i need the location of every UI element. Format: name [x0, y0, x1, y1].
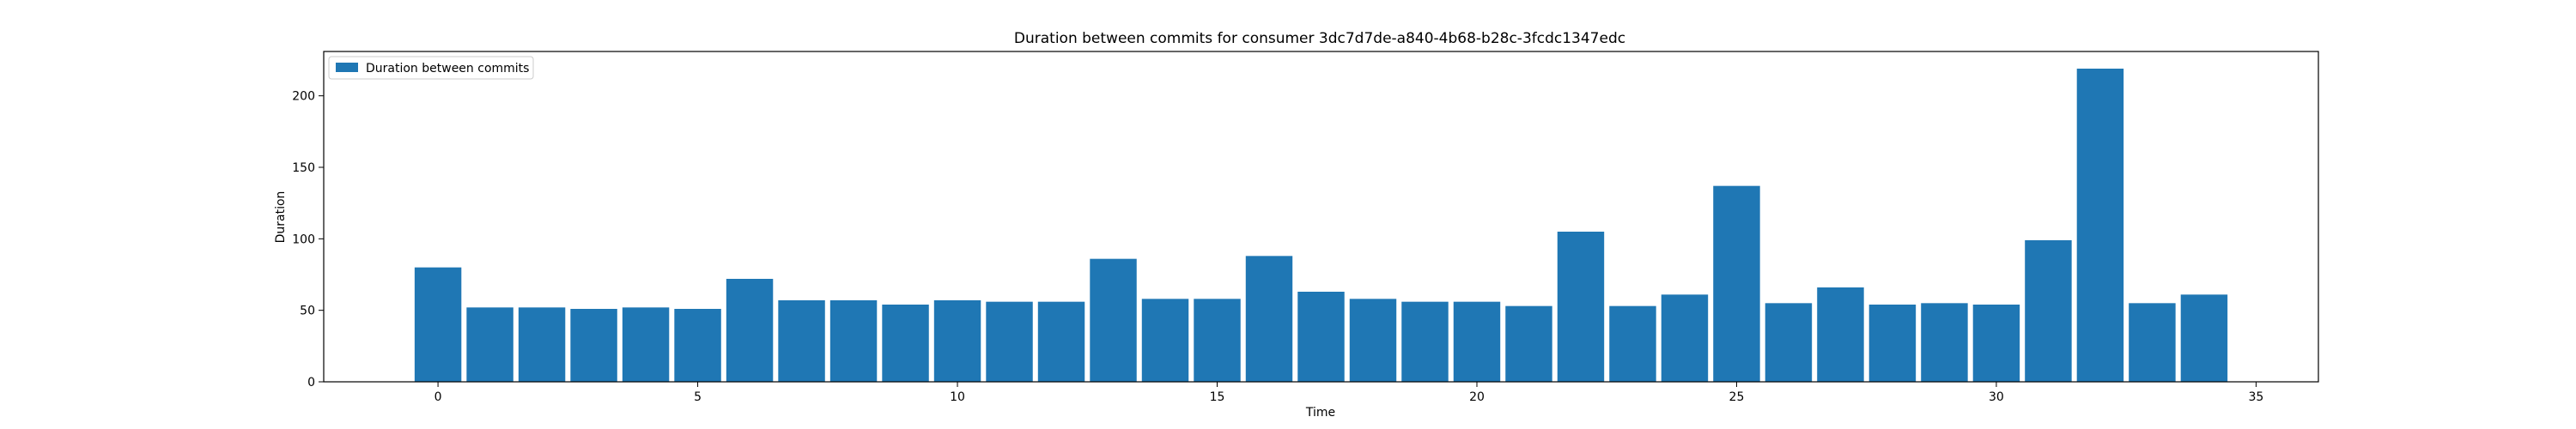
- y-tick-label: 150: [292, 161, 315, 175]
- bar-18: [1349, 299, 1397, 382]
- bar-14: [1141, 299, 1189, 382]
- chart-title: Duration between commits for consumer 3d…: [1014, 30, 1625, 47]
- x-tick-label: 5: [694, 390, 702, 404]
- x-tick-label: 10: [950, 390, 965, 404]
- legend-box: [328, 56, 534, 80]
- y-tick-label: 200: [292, 90, 315, 104]
- x-tick-label: 15: [1210, 390, 1225, 404]
- y-axis-label: Duration: [274, 191, 288, 244]
- legend-label: Duration between commits: [366, 62, 529, 76]
- x-tick-label: 30: [1989, 390, 2004, 404]
- y-tick-label: 50: [300, 305, 315, 318]
- bar-0: [414, 267, 462, 382]
- bar-3: [570, 309, 617, 382]
- bar-8: [829, 300, 878, 382]
- x-axis-label: Time: [1305, 406, 1335, 420]
- bar-17: [1297, 292, 1345, 382]
- bar-26: [1765, 303, 1813, 382]
- bar-28: [1868, 305, 1917, 382]
- bar-1: [466, 307, 513, 382]
- bar-33: [2129, 303, 2176, 382]
- bar-11: [986, 301, 1033, 382]
- legend: Duration between commits: [328, 56, 534, 80]
- bar-7: [778, 300, 825, 382]
- bar-6: [726, 279, 774, 382]
- bar-32: [2076, 69, 2124, 382]
- bar-25: [1713, 185, 1760, 382]
- bar-9: [882, 305, 929, 382]
- bar-13: [1090, 258, 1137, 382]
- bar-4: [622, 307, 670, 382]
- bar-34: [2180, 294, 2228, 382]
- bar-20: [1453, 301, 1501, 382]
- x-axis-ticks: 0 5 10 15 20 25 30 35: [434, 382, 2263, 404]
- bar-12: [1037, 301, 1085, 382]
- bar-30: [1972, 305, 2020, 382]
- y-axis-ticks: 0 50 100 150 200: [292, 90, 324, 390]
- bar-22: [1557, 232, 1605, 382]
- bar-19: [1401, 301, 1449, 382]
- plot-frame: [323, 51, 2319, 383]
- y-tick-label: 0: [307, 376, 315, 390]
- bar-23: [1609, 305, 1656, 382]
- x-tick-label: 0: [434, 390, 442, 404]
- bar-29: [1921, 303, 1968, 382]
- legend-swatch: [336, 63, 358, 72]
- bar-16: [1245, 256, 1293, 382]
- bar-31: [2025, 240, 2072, 382]
- bars-group: [414, 69, 2228, 382]
- bar-5: [674, 309, 721, 382]
- bar-27: [1817, 287, 1864, 382]
- y-tick-label: 100: [292, 233, 315, 246]
- bar-10: [933, 300, 981, 382]
- x-tick-label: 35: [2248, 390, 2263, 404]
- bar-2: [518, 307, 566, 382]
- x-tick-label: 25: [1729, 390, 1745, 404]
- bar-24: [1661, 294, 1709, 382]
- bar-21: [1505, 305, 1552, 382]
- x-tick-label: 20: [1469, 390, 1485, 404]
- bar-15: [1194, 299, 1241, 382]
